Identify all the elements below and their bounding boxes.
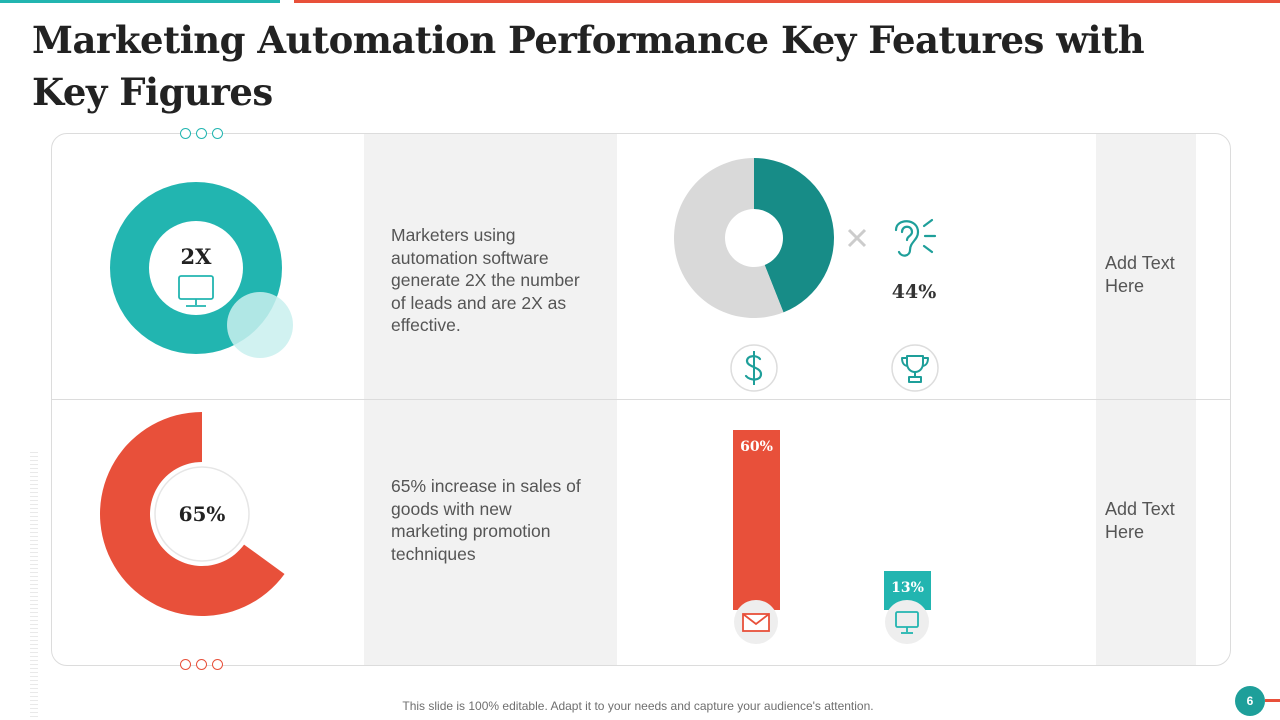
chart-65-donut: 65% bbox=[100, 412, 285, 616]
ring-bubble bbox=[227, 292, 293, 358]
left-ruler-decoration bbox=[30, 452, 38, 718]
row1-big-label: 2X bbox=[181, 244, 213, 269]
donut-hole bbox=[151, 463, 253, 565]
page-number-badge: 6 bbox=[1235, 686, 1265, 716]
monitor-icon bbox=[885, 600, 929, 644]
footer-note: This slide is 100% editable. Adapt it to… bbox=[402, 699, 874, 713]
bar-label-email: 60% bbox=[740, 439, 773, 455]
bottom-dots-decoration bbox=[180, 659, 223, 670]
pie-slice-increase bbox=[100, 412, 285, 616]
close-x-icon bbox=[847, 228, 867, 248]
monitor-icon bbox=[178, 275, 214, 307]
envelope-icon bbox=[734, 600, 778, 644]
ear-listening-icon bbox=[894, 218, 937, 257]
bar-email bbox=[733, 430, 780, 610]
ring-inner bbox=[149, 221, 243, 315]
row1-description: Marketers using automation software gene… bbox=[391, 225, 580, 335]
dollar-icon bbox=[730, 344, 778, 392]
data-label-44: 44% bbox=[892, 281, 937, 303]
bar-label-digital: 13% bbox=[891, 580, 924, 596]
row1-ring-graphic: 2X bbox=[110, 182, 293, 358]
top-dots-decoration bbox=[180, 128, 223, 139]
pie-slice-highlighted bbox=[754, 158, 834, 313]
data-label-65: 65% bbox=[179, 502, 226, 526]
pie-slice-remainder bbox=[674, 158, 784, 318]
page-accent-line bbox=[1265, 699, 1280, 702]
row1-add-text: Add Text Here bbox=[1105, 253, 1175, 296]
row2-description: 65% increase in sales of goods with new … bbox=[391, 476, 581, 564]
top-accent-red bbox=[294, 0, 1280, 3]
bar-chart: 60% 13% bbox=[733, 430, 931, 644]
row2-add-text: Add Text Here bbox=[1105, 499, 1175, 542]
chart-44-donut bbox=[674, 158, 834, 318]
slide-title: Marketing Automation Performance Key Fea… bbox=[32, 18, 1145, 114]
row-divider bbox=[51, 399, 1231, 400]
donut-inner-ring bbox=[154, 466, 250, 562]
trophy-icon bbox=[891, 344, 939, 392]
chart-44-data-label: 44% bbox=[892, 281, 937, 303]
top-accent-teal bbox=[0, 0, 280, 3]
